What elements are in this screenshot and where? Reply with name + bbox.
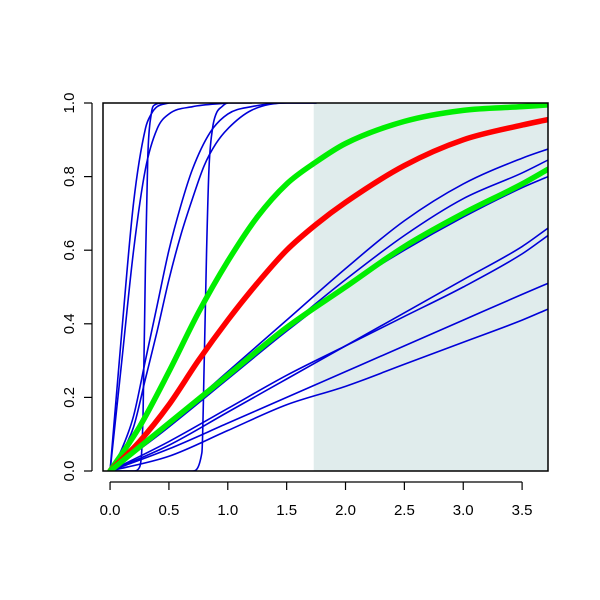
y-tick-label: 1.0 — [61, 93, 78, 114]
y-tick-label: 0.8 — [61, 166, 78, 187]
series-line-11 — [109, 234, 548, 471]
x-tick-label: 2.5 — [394, 502, 415, 519]
series-line-16 — [107, 166, 548, 471]
y-axis: 0.0 0.2 0.4 0.6 0.8 1.0 — [61, 93, 93, 482]
x-tick-label: 1.0 — [217, 502, 238, 519]
series-line-1 — [109, 103, 170, 471]
y-tick-label: 0.2 — [61, 387, 78, 408]
y-tick-label: 0.4 — [61, 313, 78, 334]
x-tick-label: 3.5 — [512, 502, 533, 519]
series-line-2 — [109, 103, 229, 471]
series-line-13 — [109, 308, 548, 471]
x-tick-label: 0.5 — [158, 502, 179, 519]
x-axis: 0.0 0.5 1.0 1.5 2.0 2.5 3.0 3.5 — [100, 481, 533, 519]
series-layer — [107, 103, 548, 471]
x-tick-label: 3.0 — [453, 502, 474, 519]
x-tick-label: 1.5 — [276, 502, 297, 519]
shaded-region-layer — [313, 103, 548, 471]
series-line-15 — [107, 116, 548, 471]
y-tick-label: 0.0 — [61, 461, 78, 482]
y-tick-label: 0.6 — [61, 240, 78, 261]
series-line-4 — [109, 103, 317, 471]
series-line-6 — [109, 103, 253, 471]
plot-frame — [102, 102, 549, 472]
series-line-14 — [107, 103, 548, 471]
shaded-region — [313, 103, 548, 471]
series-line-5 — [109, 103, 317, 471]
x-tick-label: 0.0 — [100, 502, 121, 519]
series-line-12 — [109, 282, 548, 471]
x-tick-label: 2.0 — [335, 502, 356, 519]
